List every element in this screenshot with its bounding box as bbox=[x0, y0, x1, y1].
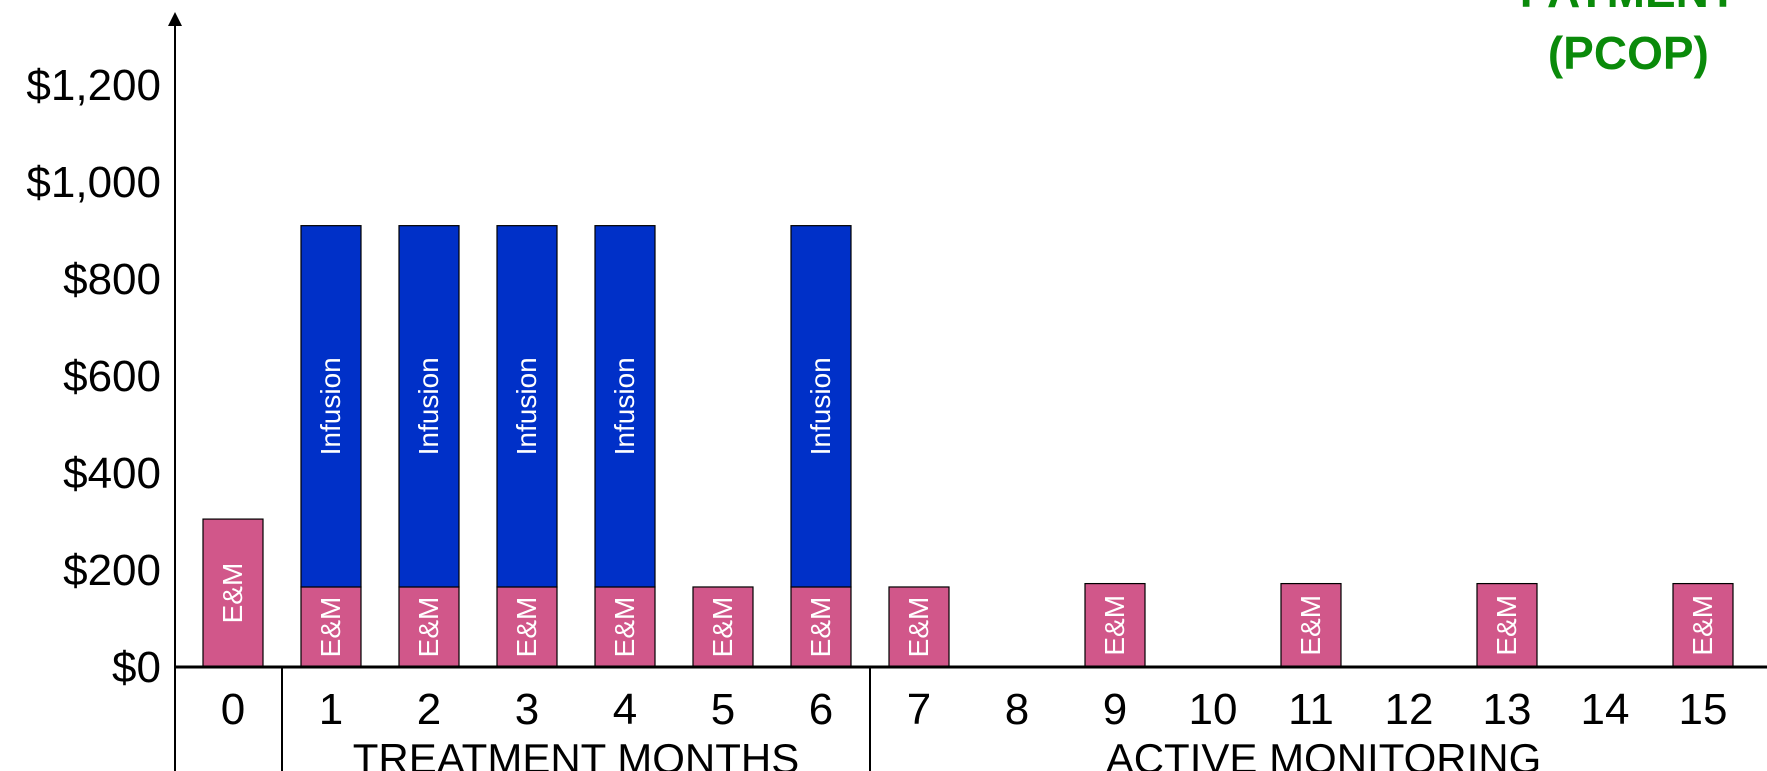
em-bar bbox=[1280, 582, 1342, 668]
x-tick-label: 2 bbox=[417, 685, 441, 734]
em-bar bbox=[594, 586, 656, 668]
x-tick-label: 10 bbox=[1189, 685, 1238, 734]
x-tick-label: 3 bbox=[515, 685, 539, 734]
x-tick-label: 11 bbox=[1288, 685, 1334, 734]
infusion-bar-label: Infusion bbox=[609, 357, 640, 455]
em-bar-label: E&M bbox=[1099, 595, 1130, 656]
x-tick-label: 13 bbox=[1483, 685, 1532, 734]
y-tick-label: $1,000 bbox=[26, 158, 161, 207]
em-bar-label: E&M bbox=[609, 597, 640, 658]
infusion-bar bbox=[300, 225, 362, 588]
em-bar-label: E&M bbox=[707, 597, 738, 658]
em-bar bbox=[1084, 582, 1146, 668]
x-tick-label: 15 bbox=[1679, 685, 1728, 734]
em-bar-label: E&M bbox=[315, 597, 346, 658]
x-tick-label: 0 bbox=[221, 685, 245, 734]
x-tick-label: 9 bbox=[1103, 685, 1127, 734]
em-bar-label: E&M bbox=[805, 597, 836, 658]
em-bar-label: E&M bbox=[217, 563, 248, 624]
em-bar bbox=[790, 586, 852, 668]
em-bar-label: E&M bbox=[1295, 595, 1326, 656]
em-bar-label: E&M bbox=[413, 597, 444, 658]
y-tick-label: $0 bbox=[112, 643, 161, 692]
x-tick-label: 12 bbox=[1385, 685, 1434, 734]
x-tick-label: 4 bbox=[613, 685, 637, 734]
em-bar bbox=[692, 586, 754, 668]
infusion-bar-label: Infusion bbox=[315, 357, 346, 455]
em-bar-label: E&M bbox=[511, 597, 542, 658]
em-bar bbox=[1476, 582, 1538, 668]
em-bar bbox=[888, 586, 950, 668]
infusion-bar bbox=[496, 225, 558, 588]
em-bar bbox=[202, 518, 264, 668]
x-tick-label: 7 bbox=[907, 685, 931, 734]
em-bar-label: E&M bbox=[903, 597, 934, 658]
x-tick-label: 6 bbox=[809, 685, 833, 734]
chart-title: PAYMENT (PCOP) bbox=[1520, 0, 1737, 84]
em-bar bbox=[1672, 582, 1734, 668]
infusion-bar-label: Infusion bbox=[413, 357, 444, 455]
x-tick-label: 5 bbox=[711, 685, 735, 734]
em-bar bbox=[496, 586, 558, 668]
y-tick-label: $800 bbox=[63, 255, 161, 304]
y-tick-label: $400 bbox=[63, 449, 161, 498]
group-label: ACTIVE MONITORING bbox=[1106, 735, 1542, 771]
em-bar-label: E&M bbox=[1687, 595, 1718, 656]
y-axis-arrow bbox=[168, 12, 182, 26]
y-tick-label: $200 bbox=[63, 546, 161, 595]
y-tick-label: $600 bbox=[63, 352, 161, 401]
em-bar-label: E&M bbox=[1491, 595, 1522, 656]
x-tick-label: 8 bbox=[1005, 685, 1029, 734]
infusion-bar-label: Infusion bbox=[805, 357, 836, 455]
infusion-bar bbox=[594, 225, 656, 588]
infusion-bar bbox=[790, 225, 852, 588]
x-tick-label: 1 bbox=[319, 685, 343, 734]
chart-title-line-2: (PCOP) bbox=[1547, 27, 1709, 79]
chart-title-line-1: PAYMENT bbox=[1520, 0, 1737, 22]
y-tick-label: $1,200 bbox=[26, 61, 161, 110]
x-tick-label: 14 bbox=[1581, 685, 1630, 734]
infusion-bar bbox=[398, 225, 460, 588]
infusion-bar-label: Infusion bbox=[511, 357, 542, 455]
group-label: TREATMENT MONTHS bbox=[353, 735, 799, 771]
